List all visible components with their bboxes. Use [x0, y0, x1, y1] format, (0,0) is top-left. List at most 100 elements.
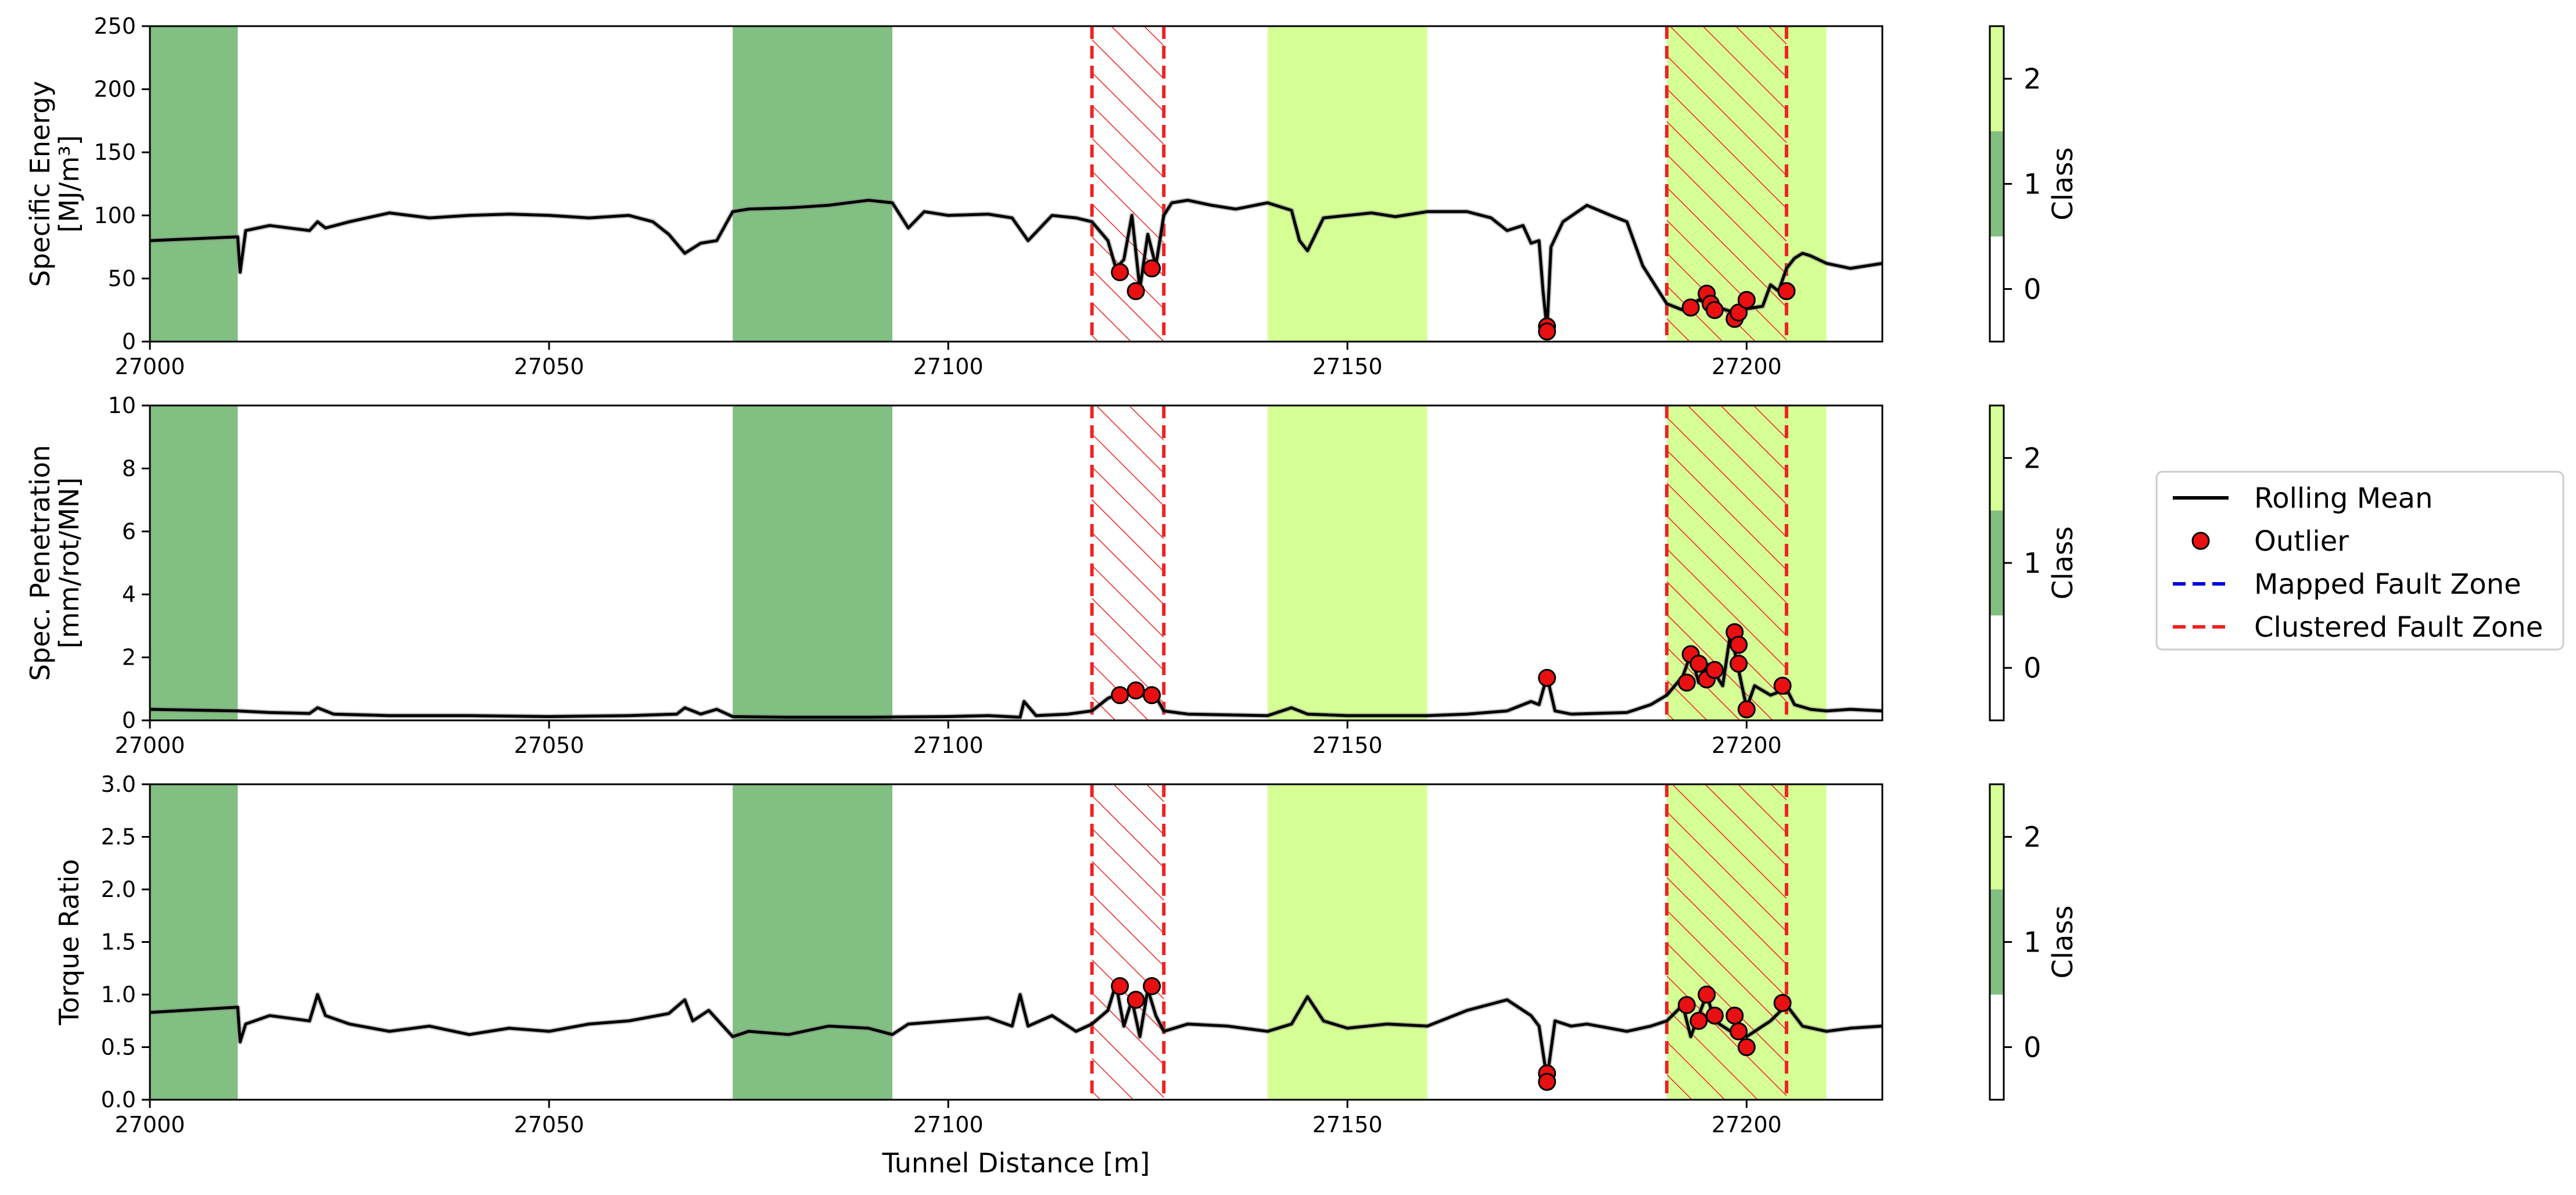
outlier-point	[1143, 686, 1161, 705]
outlier-point	[1737, 700, 1756, 719]
class-band	[150, 405, 238, 720]
panel-2: 27000 27050 27100 27150 27200 0 2 4 6 8 10 Spec. Pe…	[24, 393, 1883, 758]
outlier-point	[1705, 661, 1724, 679]
colorbar-tick-label: 0	[2024, 274, 2042, 306]
outlier-point	[1689, 1011, 1708, 1030]
class-band	[1267, 784, 1427, 1100]
y-tick-label: 150	[94, 139, 136, 165]
axes-frame	[149, 404, 1883, 722]
outlier-point	[1730, 636, 1748, 654]
fault-zone-hatch	[1666, 26, 1787, 342]
outlier-point	[1538, 322, 1556, 341]
outlier-point	[1737, 290, 1756, 309]
outlier-point	[1111, 263, 1129, 282]
y-tick-label: 4	[122, 582, 136, 607]
x-tick-label: 27050	[514, 733, 584, 758]
colorbar-tick-label: 2	[2024, 821, 2042, 854]
y-tick-label: 2.0	[101, 877, 136, 902]
colorbar-segment	[1990, 405, 2004, 511]
panel-3: 27000 27050 27100 27150 27200 0.0 0.5 1.0 1.5 2.0…	[53, 771, 1883, 1179]
legend-label: Mapped Fault Zone	[2254, 568, 2521, 601]
y-tick-label: 1.5	[101, 930, 136, 955]
class-band	[1267, 405, 1427, 720]
rolling-mean-line	[150, 199, 1882, 331]
colorbar-segment	[1990, 889, 2004, 995]
x-tick-label: 27000	[115, 1112, 185, 1137]
class-band	[733, 405, 892, 720]
class-band	[733, 26, 892, 342]
y-tick-label: 50	[108, 265, 136, 291]
outlier-point	[1730, 654, 1748, 673]
outlier-point	[1773, 676, 1792, 695]
outlier-point	[1677, 673, 1696, 692]
legend-label: Rolling Mean	[2254, 482, 2433, 515]
outlier-point	[1681, 298, 1700, 317]
colorbar-tick-label: 1	[2024, 547, 2042, 580]
x-tick-label: 27150	[1312, 733, 1383, 758]
x-tick-label: 27200	[1712, 1112, 1782, 1137]
rolling-mean-line	[150, 630, 1882, 719]
outlier-point	[1538, 669, 1556, 687]
legend: Rolling Mean Outlier Mapped Fault Zone Clus…	[2155, 471, 2564, 651]
colorbar-segment	[1990, 131, 2004, 236]
fault-zone-hatch	[1666, 784, 1787, 1100]
y-tick-label: 0	[122, 708, 136, 733]
y-tick-label: 3.0	[101, 771, 136, 797]
x-tick-label: 27200	[1712, 733, 1782, 758]
outlier-point	[1737, 1038, 1756, 1056]
fault-zone-hatch	[1092, 405, 1164, 720]
colorbar-label: Class	[2047, 905, 2079, 978]
rolling-mean-line	[150, 982, 1882, 1081]
colorbar-segment	[1990, 26, 2004, 131]
x-tick-label: 27100	[913, 1112, 984, 1137]
raw-band	[150, 629, 1882, 720]
outlier-point	[1126, 282, 1145, 300]
colorbar-tick-label: 1	[2024, 168, 2042, 201]
axes-frame	[149, 25, 1883, 343]
legend-label: Clustered Fault Zone	[2254, 611, 2543, 644]
y-tick-label: 200	[94, 77, 136, 102]
x-tick-label: 27000	[115, 354, 185, 379]
y-axis-label: Torque Ratio	[53, 859, 85, 1026]
legend-handle-marker	[2191, 532, 2210, 550]
class-band	[1267, 26, 1427, 342]
y-tick-label: 250	[94, 13, 136, 39]
x-tick-label: 27100	[913, 354, 984, 379]
fault-zone-hatch	[1092, 784, 1164, 1100]
outlier-point	[1773, 993, 1792, 1012]
y-tick-label: 0	[122, 329, 136, 354]
legend-frame	[2155, 471, 2564, 651]
outlier-point	[1725, 1006, 1744, 1025]
colorbar-tick-label: 0	[2024, 652, 2042, 685]
outlier-point	[1111, 977, 1129, 996]
y-tick-label: 10	[108, 393, 136, 418]
y-tick-label: 1.0	[101, 982, 136, 1007]
y-tick-label: 100	[94, 203, 136, 228]
colorbar-segment	[1990, 995, 2004, 1100]
outlier-point	[1730, 1022, 1748, 1040]
outlier-point	[1705, 1006, 1724, 1025]
class-band	[150, 784, 238, 1100]
outlier-point	[1538, 1072, 1556, 1091]
colorbar-label: Class	[2047, 526, 2079, 600]
colorbar-1: 0 1 2 Class	[1989, 25, 2079, 343]
x-tick-label: 27100	[913, 733, 984, 758]
y-tick-label: 8	[122, 455, 136, 481]
x-tick-label: 27050	[514, 354, 584, 379]
x-tick-label: 27150	[1312, 354, 1383, 379]
class-band	[733, 784, 892, 1100]
x-tick-label: 27000	[115, 733, 185, 758]
outlier-point	[1126, 681, 1145, 700]
outlier-point	[1143, 259, 1161, 278]
outlier-point	[1126, 991, 1145, 1009]
x-tick-label: 27200	[1712, 354, 1782, 379]
y-axis-label: Specific Energy[MJ/m³]	[24, 81, 85, 287]
colorbar-tick-label: 0	[2024, 1032, 2042, 1064]
colorbar-tick-label: 1	[2024, 927, 2042, 959]
colorbar-label: Class	[2047, 147, 2079, 220]
outlier-point	[1143, 977, 1161, 996]
y-tick-label: 0.0	[101, 1087, 136, 1113]
x-axis-label: Tunnel Distance [m]	[882, 1147, 1150, 1179]
legend-label: Outlier	[2254, 525, 2349, 558]
